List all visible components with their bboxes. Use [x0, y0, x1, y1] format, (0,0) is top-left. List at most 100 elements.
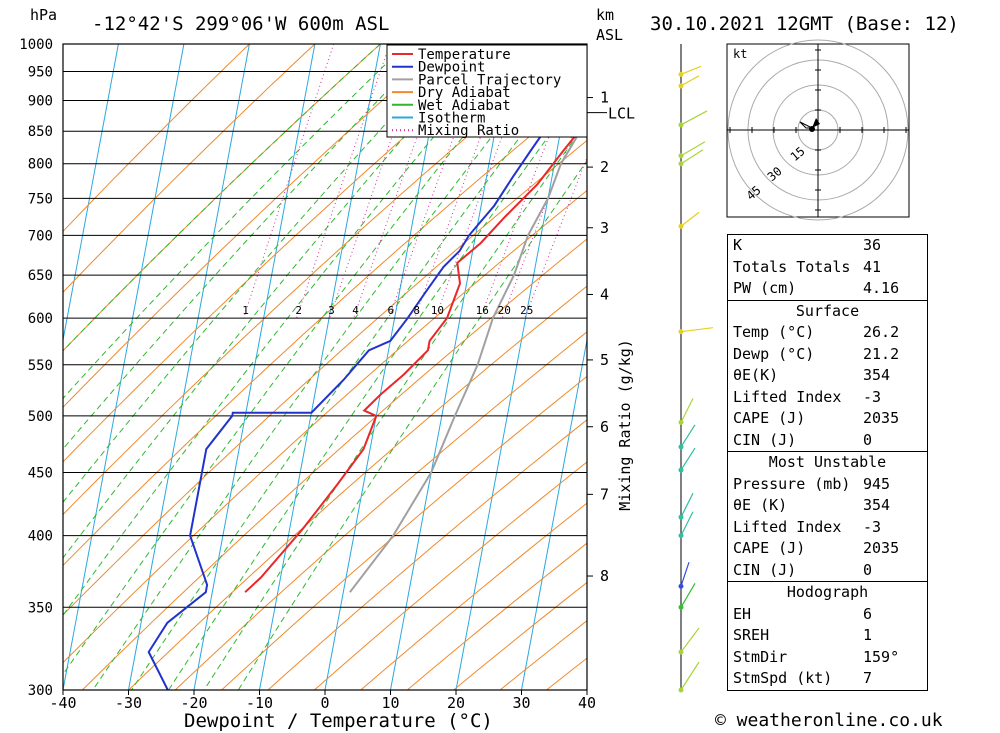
- km-tick-label: 5: [600, 351, 609, 369]
- mixing-ratio-label: 1: [242, 304, 249, 317]
- mixing-ratio-label: 10: [431, 304, 444, 317]
- mu-cin-label: CIN (J): [733, 560, 797, 579]
- surface-cin-value: 0: [863, 430, 873, 449]
- wind-barb: [680, 141, 706, 157]
- wet-adiabat-line: [203, 120, 587, 690]
- tt-value: 41: [863, 257, 882, 276]
- wind-barb: [680, 327, 714, 333]
- km-tick-label: 7: [600, 485, 609, 503]
- mixing-ratio-label: 16: [476, 304, 489, 317]
- lcl-label: LCL: [608, 105, 635, 123]
- sreh-label: SREH: [733, 626, 770, 644]
- mixing-ratio-label: 20: [498, 304, 511, 317]
- legend-label: Dry Adiabat: [418, 85, 511, 101]
- series-line-parcel-trajectory: [349, 111, 587, 593]
- wind-barb-dot: [678, 329, 684, 335]
- surface-dewp-value: 21.2: [863, 344, 900, 363]
- mixing-ratio-label: 6: [388, 304, 395, 317]
- location-title: -12°42'S 299°06'W 600m ASL: [92, 13, 389, 35]
- surface-cape-value: 2035: [863, 409, 900, 427]
- pressure-tick-label: 400: [28, 529, 53, 545]
- wind-barb: [680, 75, 700, 87]
- x-tick-label: -10: [246, 694, 273, 712]
- pressure-tick-label: 600: [28, 311, 53, 327]
- most-unstable-title: Most Unstable: [728, 451, 927, 474]
- wind-barb-dot: [678, 161, 684, 167]
- legend-label: Dewpoint: [418, 60, 485, 76]
- wind-barb-dot: [678, 153, 684, 159]
- km-tick-label: 2: [600, 158, 609, 176]
- isotherm-line: [390, 44, 512, 690]
- hodo-trace: [799, 121, 813, 129]
- isotherm-line: [193, 44, 316, 690]
- x-tick-label: 10: [381, 694, 399, 712]
- x-tick-label: -30: [115, 694, 142, 712]
- legend-label: Wet Adiabat: [418, 98, 511, 114]
- km-label: km: [596, 6, 614, 24]
- pressure-tick-label: 550: [28, 358, 53, 374]
- dry-adiabat-line: [267, 419, 587, 690]
- wind-barb: [680, 424, 696, 448]
- km-tick-label: 8: [600, 567, 609, 585]
- sreh-value: 1: [863, 626, 873, 644]
- mixing-ratio-label: 4: [352, 304, 359, 317]
- dry-adiabat-line: [174, 331, 587, 690]
- dry-adiabat-line: [360, 502, 587, 690]
- wind-barb-dot: [678, 649, 684, 655]
- pressure-tick-label: 450: [28, 465, 53, 481]
- km-tick-label: 4: [600, 285, 609, 303]
- wind-barb: [680, 511, 694, 536]
- isotherm-line: [521, 337, 587, 690]
- surface-temp-value: 26.2: [863, 323, 900, 341]
- wind-barb: [680, 627, 700, 653]
- mu-cin-value: 0: [863, 560, 873, 579]
- wet-adiabat-line: [63, 44, 512, 617]
- wind-barb-dot: [678, 122, 684, 128]
- wind-barb: [680, 110, 708, 126]
- x-tick-label: 0: [320, 694, 329, 712]
- surface-li-value: -3: [863, 387, 882, 406]
- mixing-ratio-label: 25: [520, 304, 533, 317]
- stmdir-label: StmDir: [733, 647, 788, 666]
- dry-adiabat-line: [314, 461, 587, 690]
- wet-adiabat-line: [63, 44, 434, 450]
- footer-credit[interactable]: © weatheronline.co.uk: [715, 710, 943, 731]
- dry-adiabat-line: [63, 44, 447, 408]
- pressure-tick-label: 750: [28, 191, 53, 207]
- wet-adiabat-line: [168, 82, 587, 690]
- mu-cape-value: 2035: [863, 539, 900, 557]
- x-axis-label: Dewpoint / Temperature (°C): [184, 710, 493, 732]
- hodograph-title: Hodograph: [728, 581, 927, 604]
- pressure-tick-label: 700: [28, 228, 53, 244]
- wind-barb-dot: [678, 514, 684, 520]
- mixing-ratio-label: 8: [413, 304, 420, 317]
- mixing-ratio-line: [434, 44, 538, 319]
- surface-dewp-label: Dewp (°C): [733, 344, 815, 363]
- surface-title: Surface: [728, 299, 927, 323]
- series-line-dewpoint: [147, 73, 579, 690]
- surface-temp-label: Temp (°C): [733, 323, 815, 341]
- wind-barb: [680, 562, 690, 587]
- wind-barb-dot: [678, 687, 684, 693]
- datetime: 30.10.2021 12GMT (Base: 12): [650, 13, 959, 35]
- isotherm-line: [63, 44, 185, 690]
- surface-cape-label: CAPE (J): [733, 409, 806, 427]
- mu-li-value: -3: [863, 517, 882, 536]
- dry-adiabat-line: [63, 44, 250, 233]
- pressure-tick-label: 650: [28, 268, 53, 284]
- x-tick-label: 30: [512, 694, 530, 712]
- mixing-ratio-label: 2: [295, 304, 302, 317]
- surface-cin-label: CIN (J): [733, 430, 797, 449]
- isotherm-line: [63, 44, 119, 343]
- wind-barb-dot: [678, 467, 684, 473]
- mu-pressure-label: Pressure (mb): [733, 474, 851, 493]
- legend-label: Mixing Ratio: [418, 123, 519, 139]
- wind-barb: [680, 398, 694, 423]
- surface-thetae-value: 354: [863, 366, 891, 384]
- wind-profile: [678, 44, 714, 693]
- pw-value: 4.16: [863, 279, 900, 297]
- dry-adiabat-line: [63, 44, 512, 463]
- km-tick-label: 1: [600, 89, 609, 107]
- isotherm-line: [324, 44, 447, 690]
- x-tick-label: 20: [447, 694, 465, 712]
